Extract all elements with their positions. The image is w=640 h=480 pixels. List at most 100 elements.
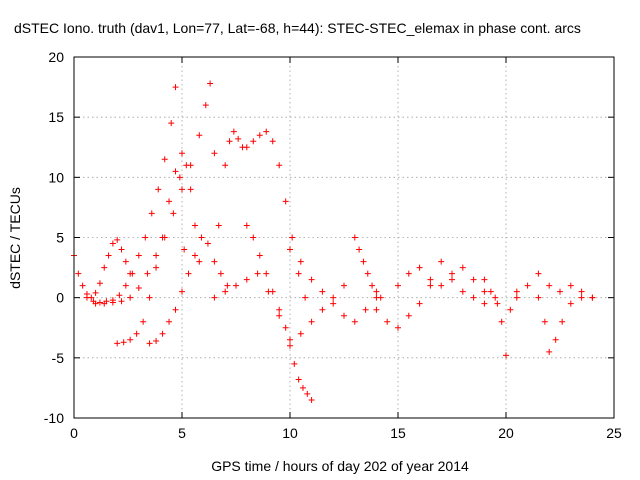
data-point: [276, 306, 283, 313]
data-points: [71, 80, 596, 403]
data-point: [384, 318, 391, 325]
series-arc-14: [513, 282, 596, 355]
series-arc-11: [373, 258, 488, 331]
data-point: [438, 282, 445, 289]
series-arc-5: [146, 234, 231, 347]
data-point: [179, 186, 185, 193]
data-point: [204, 240, 211, 247]
data-point: [364, 270, 371, 277]
data-point: [146, 340, 153, 347]
data-point: [222, 162, 229, 169]
data-point: [487, 288, 494, 295]
y-tick-label: 0: [56, 290, 64, 306]
data-point: [481, 276, 488, 283]
data-point: [263, 270, 270, 277]
y-tick-label: 15: [48, 109, 64, 125]
data-point: [427, 282, 434, 289]
data-point: [129, 270, 136, 277]
data-point: [330, 294, 337, 301]
data-point: [101, 300, 108, 307]
data-point: [330, 300, 337, 307]
data-point: [377, 294, 384, 301]
data-point: [449, 276, 455, 283]
series-arc-2: [83, 84, 188, 306]
data-point: [470, 276, 477, 283]
data-point: [105, 252, 112, 259]
data-point: [263, 128, 270, 135]
data-point: [405, 312, 412, 319]
data-point: [351, 234, 358, 241]
data-point: [395, 324, 401, 331]
data-point: [438, 258, 445, 265]
data-point: [256, 132, 263, 139]
y-axis-title: dSTEC / TECUs: [7, 187, 23, 289]
data-point: [427, 276, 434, 283]
data-point: [297, 258, 304, 265]
data-point: [166, 318, 173, 325]
data-point: [513, 288, 520, 295]
data-point: [133, 330, 140, 337]
data-point: [282, 198, 289, 205]
data-point: [494, 300, 501, 307]
data-point: [449, 270, 455, 277]
data-point: [567, 282, 574, 289]
data-point: [299, 384, 306, 391]
data-point: [144, 270, 151, 277]
data-point: [153, 337, 160, 344]
data-point: [243, 276, 250, 283]
data-point: [155, 186, 162, 193]
series-arc-15: [535, 270, 596, 301]
data-point: [96, 299, 103, 306]
data-point: [541, 318, 548, 325]
data-point: [196, 258, 203, 265]
data-point: [470, 294, 477, 301]
series-arc-4: [114, 150, 203, 347]
data-point: [179, 288, 185, 295]
data-point: [122, 282, 129, 289]
data-point: [282, 324, 289, 331]
data-point: [170, 210, 177, 217]
data-point: [341, 282, 347, 289]
data-point: [356, 246, 363, 253]
data-point: [369, 282, 376, 289]
data-point: [297, 330, 304, 337]
data-point: [196, 132, 203, 139]
data-point: [524, 282, 531, 289]
data-point: [75, 270, 82, 277]
data-point: [172, 84, 179, 91]
data-point: [140, 318, 147, 325]
data-point: [222, 288, 229, 295]
data-point: [546, 282, 553, 289]
data-point: [360, 258, 367, 265]
data-point: [513, 294, 520, 301]
data-point: [351, 318, 358, 325]
data-point: [118, 246, 125, 253]
series-arc-12: [395, 264, 499, 301]
data-point: [308, 396, 315, 403]
x-tick-label: 25: [606, 425, 622, 441]
data-point: [230, 128, 237, 135]
data-point: [127, 336, 134, 343]
y-tick-label: -10: [44, 410, 64, 426]
data-point: [395, 282, 401, 289]
data-point: [373, 288, 380, 295]
data-point: [185, 270, 192, 277]
data-point: [287, 246, 293, 253]
data-point: [172, 168, 179, 175]
data-point: [254, 270, 261, 277]
data-point: [127, 294, 134, 301]
data-point: [153, 252, 160, 259]
data-point: [319, 306, 326, 313]
y-tick-label: -5: [52, 350, 65, 366]
x-tick-label: 5: [178, 425, 186, 441]
series-arc-8: [211, 270, 347, 343]
data-point: [79, 282, 86, 289]
data-point: [507, 306, 514, 313]
series-arc-6: [222, 128, 309, 301]
data-point: [287, 336, 293, 343]
data-point: [120, 339, 127, 346]
data-point: [578, 294, 585, 301]
data-point: [191, 252, 198, 259]
data-point: [114, 236, 121, 243]
